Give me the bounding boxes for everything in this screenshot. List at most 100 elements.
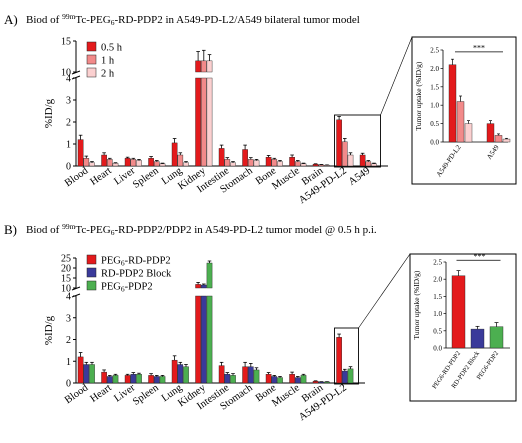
- bar: [183, 366, 189, 384]
- bar: [153, 161, 160, 167]
- inset-y-tick-label: 1.0: [433, 310, 442, 318]
- significance-label: ***: [474, 252, 486, 261]
- y-tick-label: 4: [66, 292, 71, 303]
- bar: [195, 77, 201, 167]
- bar: [130, 374, 137, 384]
- bar: [106, 159, 113, 167]
- legend-swatch: [86, 254, 97, 265]
- bar: [347, 368, 354, 384]
- bar: [300, 375, 307, 384]
- category-label: Muscle: [270, 165, 302, 192]
- y-tick-label: 15: [61, 274, 71, 285]
- bar: [106, 376, 113, 384]
- highlight-box: [334, 114, 381, 168]
- inset-bar: [486, 123, 495, 143]
- inset-bar: [451, 275, 466, 349]
- bar: [230, 375, 236, 384]
- bar: [177, 154, 184, 167]
- y-tick-label: 3: [66, 96, 71, 107]
- y-tick-label: 3: [66, 313, 71, 324]
- panel-a-legend: 0.5 h 1 h 2 h: [86, 41, 123, 80]
- bar: [295, 161, 301, 167]
- y-tick-label: 25: [61, 254, 71, 265]
- bar: [342, 370, 348, 384]
- bar: [347, 154, 354, 167]
- bar: [200, 284, 207, 289]
- y-axis-label: %ID/g: [43, 315, 55, 345]
- category-label: Heart: [88, 165, 113, 187]
- bar: [195, 284, 201, 289]
- legend-swatch: [86, 280, 97, 291]
- inset-y-tick-label: 2.0: [433, 276, 442, 284]
- inset-y-tick-label: 0.5: [433, 327, 442, 335]
- bar: [136, 374, 142, 384]
- y-axis-label: %ID/g: [43, 98, 55, 128]
- legend-label: RD-PDP2 Block: [101, 269, 172, 280]
- bar: [218, 148, 225, 167]
- bar: [171, 142, 178, 167]
- bar: [148, 158, 154, 167]
- bar: [130, 159, 137, 167]
- bar: [265, 156, 272, 167]
- bar: [277, 377, 283, 384]
- bar: [124, 375, 131, 384]
- bar: [271, 159, 278, 167]
- bar: [101, 371, 107, 384]
- bar: [365, 161, 372, 167]
- panel-b-letter: B): [4, 222, 17, 237]
- inset-bar: [456, 101, 465, 143]
- inset-y-tick-label: 2.5: [430, 47, 439, 55]
- bar: [318, 164, 325, 167]
- category-label: Muscle: [270, 382, 302, 409]
- y-tick-label: 2: [66, 335, 71, 346]
- y-tick-label: 0: [66, 379, 71, 390]
- bar: [277, 161, 283, 167]
- bar: [89, 162, 95, 167]
- bar: [247, 366, 254, 384]
- y-tick-label: 20: [61, 264, 71, 275]
- bar: [200, 295, 207, 384]
- inset-y-tick-label: 2.5: [433, 259, 442, 267]
- y-tick-label: 1: [66, 140, 71, 151]
- bar: [247, 159, 254, 167]
- bar: [230, 162, 236, 167]
- bar: [77, 139, 84, 167]
- inset-y-tick-label: 0.5: [430, 120, 439, 128]
- bar: [253, 160, 260, 167]
- bar: [336, 337, 342, 384]
- y-tick-label: 10: [61, 68, 71, 79]
- bar: [195, 60, 201, 73]
- inset-y-tick-label: 1.5: [430, 83, 439, 91]
- inset-y-tick-label: 0.0: [433, 345, 442, 353]
- inset-y-axis-label: Tumor uptake (%ID/g): [414, 61, 423, 130]
- panel-a-letter: A): [4, 12, 18, 27]
- bar: [200, 60, 207, 73]
- bar: [265, 374, 272, 384]
- zoom-connector: [358, 253, 411, 329]
- bar: [300, 163, 307, 167]
- bar: [83, 158, 90, 167]
- y-tick-label: 15: [61, 37, 71, 48]
- bar: [206, 262, 213, 289]
- category-label: Spleen: [131, 382, 161, 408]
- bar: [148, 375, 154, 384]
- highlight-box: [334, 327, 359, 385]
- bar: [224, 374, 231, 384]
- legend-swatch: [86, 54, 97, 65]
- y-tick-label: 0: [66, 162, 71, 173]
- bar: [224, 159, 231, 167]
- bar: [89, 364, 95, 384]
- bar: [289, 374, 295, 384]
- inset-y-tick-label: 0.0: [430, 139, 439, 147]
- bar: [112, 375, 119, 384]
- legend-label: 0.5 h: [101, 43, 123, 54]
- bar: [206, 77, 213, 167]
- category-label: Heart: [88, 382, 113, 404]
- legend-label: PEG6-PDP2: [101, 282, 153, 294]
- inset-bar: [494, 135, 503, 143]
- y-tick-label: 1: [66, 357, 71, 368]
- bar: [159, 376, 166, 384]
